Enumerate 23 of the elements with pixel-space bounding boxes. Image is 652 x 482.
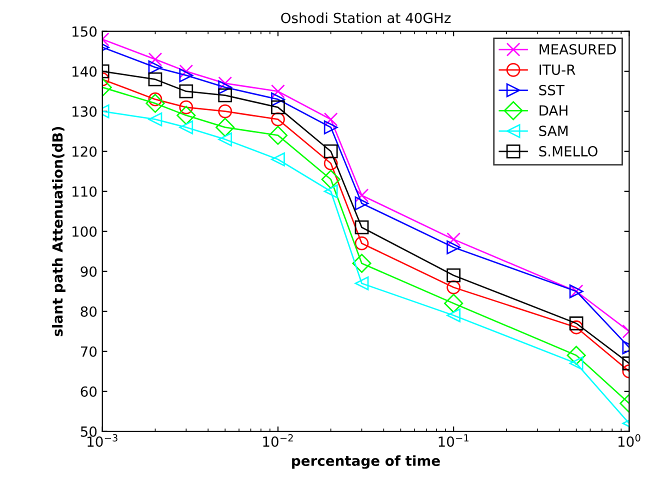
y-tick-label: 80 — [80, 306, 97, 317]
y-tick-label: 100 — [72, 226, 97, 237]
y-axis-title: slant path Attenuation(dB) — [52, 127, 66, 336]
legend-label: S.MELLO — [539, 146, 598, 157]
chart-title: Oshodi Station at 40GHz — [281, 12, 451, 24]
legend-label: DAH — [540, 105, 568, 116]
y-tick-label: 130 — [72, 106, 97, 117]
y-tick-label: 60 — [80, 386, 97, 397]
legend-label: SAM — [539, 126, 568, 136]
y-tick-label: 50 — [80, 426, 97, 437]
x-tick-label: 10$^{−2}$ — [263, 434, 293, 447]
x-axis-title: percentage of time — [292, 455, 440, 469]
y-tick-label: 140 — [72, 66, 97, 77]
x-tick-label: 10$^{0}$ — [618, 434, 640, 447]
legend-label: SST — [539, 84, 564, 96]
y-tick-label: 110 — [72, 186, 97, 197]
y-tick-label: 70 — [80, 346, 97, 357]
y-tick-label: 120 — [72, 146, 97, 157]
legend-label: ITU-R — [540, 64, 576, 75]
x-tick-label: 10$^{−1}$ — [438, 434, 468, 447]
legend-label: MEASURED — [540, 44, 616, 55]
y-tick-label: 90 — [80, 266, 97, 277]
y-tick-label: 150 — [72, 26, 97, 37]
